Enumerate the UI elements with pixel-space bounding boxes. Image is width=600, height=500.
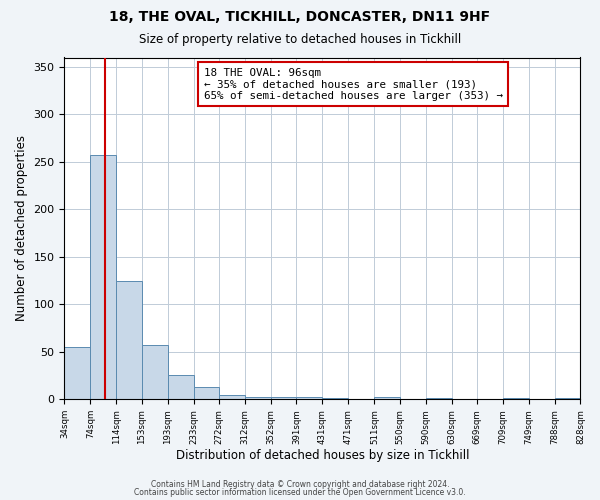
Bar xyxy=(245,398,271,400)
Bar xyxy=(168,374,194,400)
Bar xyxy=(219,394,245,400)
Bar xyxy=(91,156,116,400)
Bar xyxy=(322,398,349,400)
Bar xyxy=(142,345,168,400)
Bar xyxy=(296,398,322,400)
Text: 18, THE OVAL, TICKHILL, DONCASTER, DN11 9HF: 18, THE OVAL, TICKHILL, DONCASTER, DN11 … xyxy=(109,10,491,24)
Text: Contains public sector information licensed under the Open Government Licence v3: Contains public sector information licen… xyxy=(134,488,466,497)
Bar xyxy=(426,398,452,400)
Bar xyxy=(64,347,91,400)
Bar xyxy=(194,387,219,400)
Text: Size of property relative to detached houses in Tickhill: Size of property relative to detached ho… xyxy=(139,32,461,46)
Bar xyxy=(503,398,529,400)
Bar xyxy=(374,398,400,400)
Text: 18 THE OVAL: 96sqm
← 35% of detached houses are smaller (193)
65% of semi-detach: 18 THE OVAL: 96sqm ← 35% of detached hou… xyxy=(204,68,503,101)
Bar xyxy=(116,280,142,400)
X-axis label: Distribution of detached houses by size in Tickhill: Distribution of detached houses by size … xyxy=(176,450,469,462)
Bar xyxy=(271,398,296,400)
Y-axis label: Number of detached properties: Number of detached properties xyxy=(15,136,28,322)
Text: Contains HM Land Registry data © Crown copyright and database right 2024.: Contains HM Land Registry data © Crown c… xyxy=(151,480,449,489)
Bar xyxy=(554,398,580,400)
